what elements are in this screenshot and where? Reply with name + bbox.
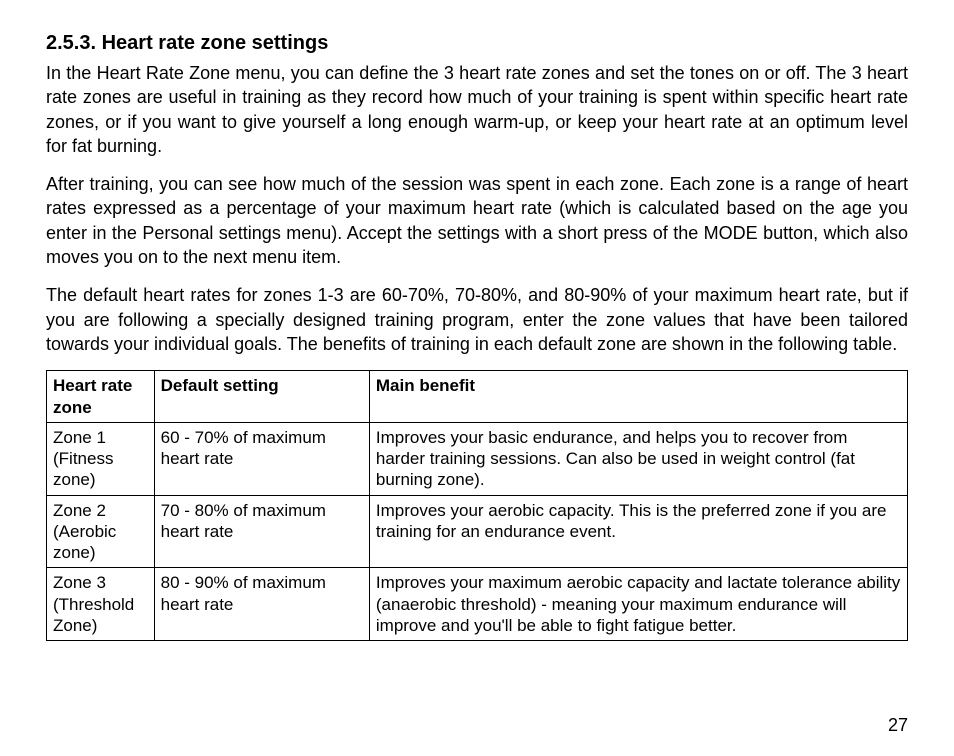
- col-header-default: Default setting: [154, 371, 369, 423]
- table-header-row: Heart rate zone Default setting Main ben…: [47, 371, 908, 423]
- cell-zone: Zone 3 (Threshold Zone): [47, 568, 155, 641]
- cell-zone: Zone 2 (Aerobic zone): [47, 495, 155, 568]
- table-row: Zone 3 (Threshold Zone) 80 - 90% of maxi…: [47, 568, 908, 641]
- table-row: Zone 2 (Aerobic zone) 70 - 80% of maximu…: [47, 495, 908, 568]
- cell-benefit: Improves your maximum aerobic capacity a…: [369, 568, 907, 641]
- paragraph-3: The default heart rates for zones 1-3 ar…: [46, 283, 908, 356]
- col-header-benefit: Main benefit: [369, 371, 907, 423]
- cell-benefit: Improves your basic endurance, and helps…: [369, 422, 907, 495]
- paragraph-2: After training, you can see how much of …: [46, 172, 908, 269]
- cell-zone: Zone 1 (Fitness zone): [47, 422, 155, 495]
- table-row: Zone 1 (Fitness zone) 60 - 70% of maximu…: [47, 422, 908, 495]
- cell-default: 80 - 90% of maximum heart rate: [154, 568, 369, 641]
- paragraph-1: In the Heart Rate Zone menu, you can def…: [46, 61, 908, 158]
- heart-rate-zone-table: Heart rate zone Default setting Main ben…: [46, 370, 908, 641]
- cell-default: 60 - 70% of maximum heart rate: [154, 422, 369, 495]
- page-number: 27: [888, 715, 908, 736]
- cell-default: 70 - 80% of maximum heart rate: [154, 495, 369, 568]
- document-page: 2.5.3. Heart rate zone settings In the H…: [0, 0, 954, 661]
- cell-benefit: Improves your aerobic capacity. This is …: [369, 495, 907, 568]
- section-heading: 2.5.3. Heart rate zone settings: [46, 32, 908, 55]
- col-header-zone: Heart rate zone: [47, 371, 155, 423]
